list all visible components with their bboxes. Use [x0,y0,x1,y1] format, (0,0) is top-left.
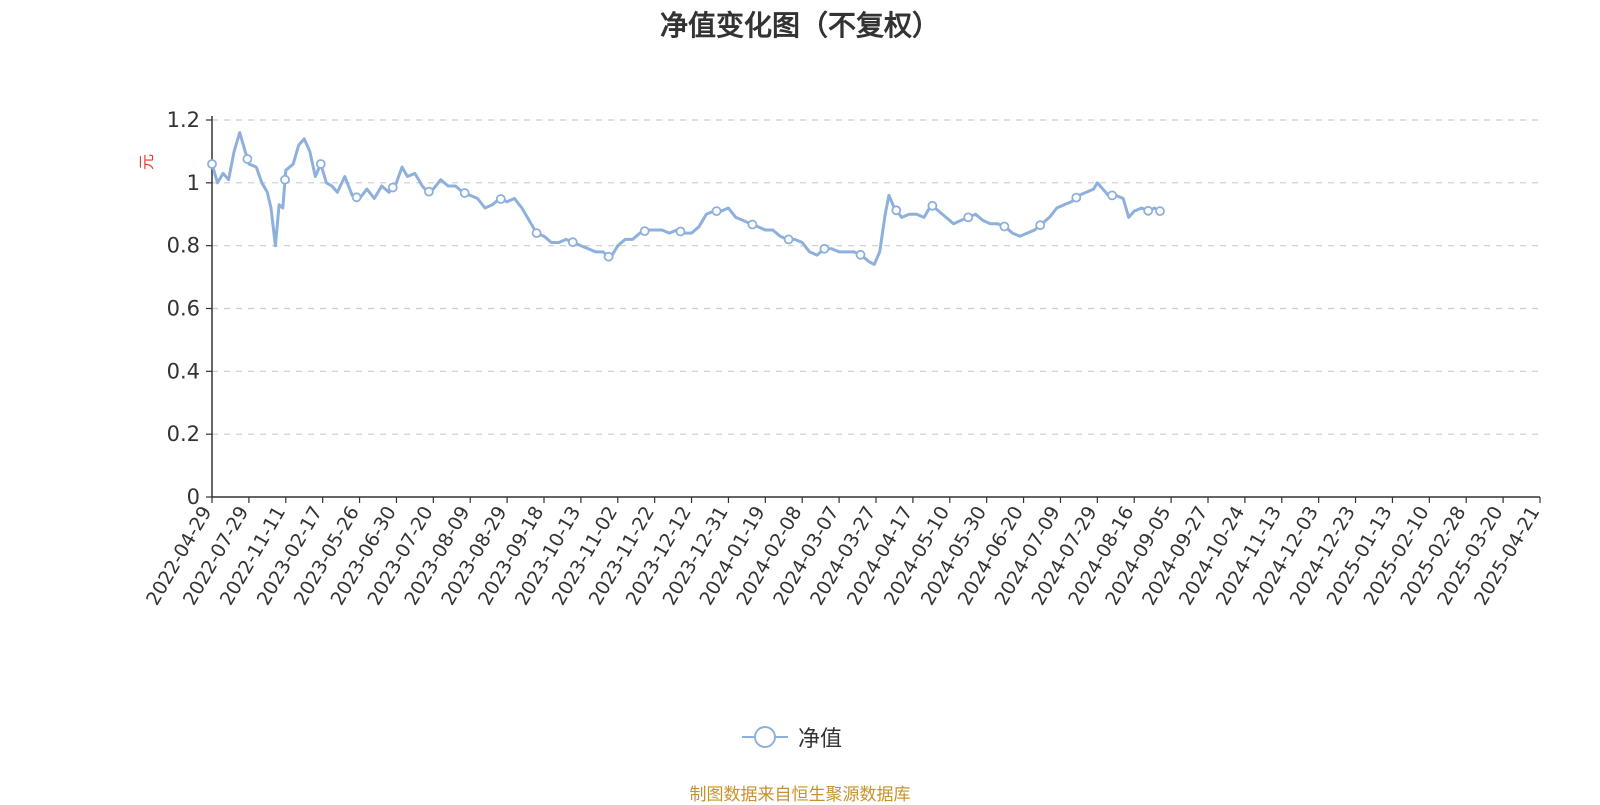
series-marker[interactable] [1035,220,1046,231]
series-marker[interactable] [1107,190,1117,201]
legend[interactable]: 净值 [740,722,842,752]
y-tick-label: 1 [187,171,200,195]
series-marker[interactable] [855,249,866,260]
series-marker[interactable] [603,251,614,262]
legend-line-circle-icon [742,726,788,748]
series-marker[interactable] [819,243,830,254]
series-marker[interactable] [891,205,902,216]
series-marker[interactable] [711,206,722,217]
series-marker[interactable] [963,212,974,223]
series-marker[interactable] [280,174,290,185]
series-marker[interactable] [675,226,686,237]
series-marker[interactable] [207,159,217,169]
grid-lines [212,119,1540,435]
series-marker[interactable] [567,237,578,248]
series-marker[interactable] [387,182,398,193]
series-marker[interactable] [639,226,650,237]
chart-title: 净值变化图（不复权） [659,9,940,42]
series-marker[interactable] [351,192,362,203]
legend-label: 净值 [798,727,843,752]
series-marker[interactable] [927,200,938,211]
series-marker[interactable] [1071,192,1082,203]
y-tick-label: 1.2 [167,108,200,132]
series-marker[interactable] [747,219,758,230]
series-marker[interactable] [1155,206,1165,217]
series-marker[interactable] [315,159,326,169]
series-marker[interactable] [423,186,434,197]
series-marker[interactable] [459,188,470,198]
y-tick-label: 0.2 [167,422,200,446]
y-tick-label: 0.6 [167,297,200,321]
series-marker[interactable] [1143,205,1154,216]
series-marker-layer [207,154,1165,262]
y-tick-label: 0.4 [167,359,200,383]
y-tick-label: 0 [187,485,200,509]
y-axis-label: 元 [137,154,156,170]
series-marker[interactable] [531,228,542,239]
series-marker[interactable] [783,234,794,245]
series-marker[interactable] [999,221,1010,232]
y-tick-label: 0.8 [167,234,200,258]
series-marker[interactable] [242,154,253,164]
series-marker[interactable] [495,194,506,204]
source-note: 制图数据来自恒生聚源数据库 [689,785,911,805]
